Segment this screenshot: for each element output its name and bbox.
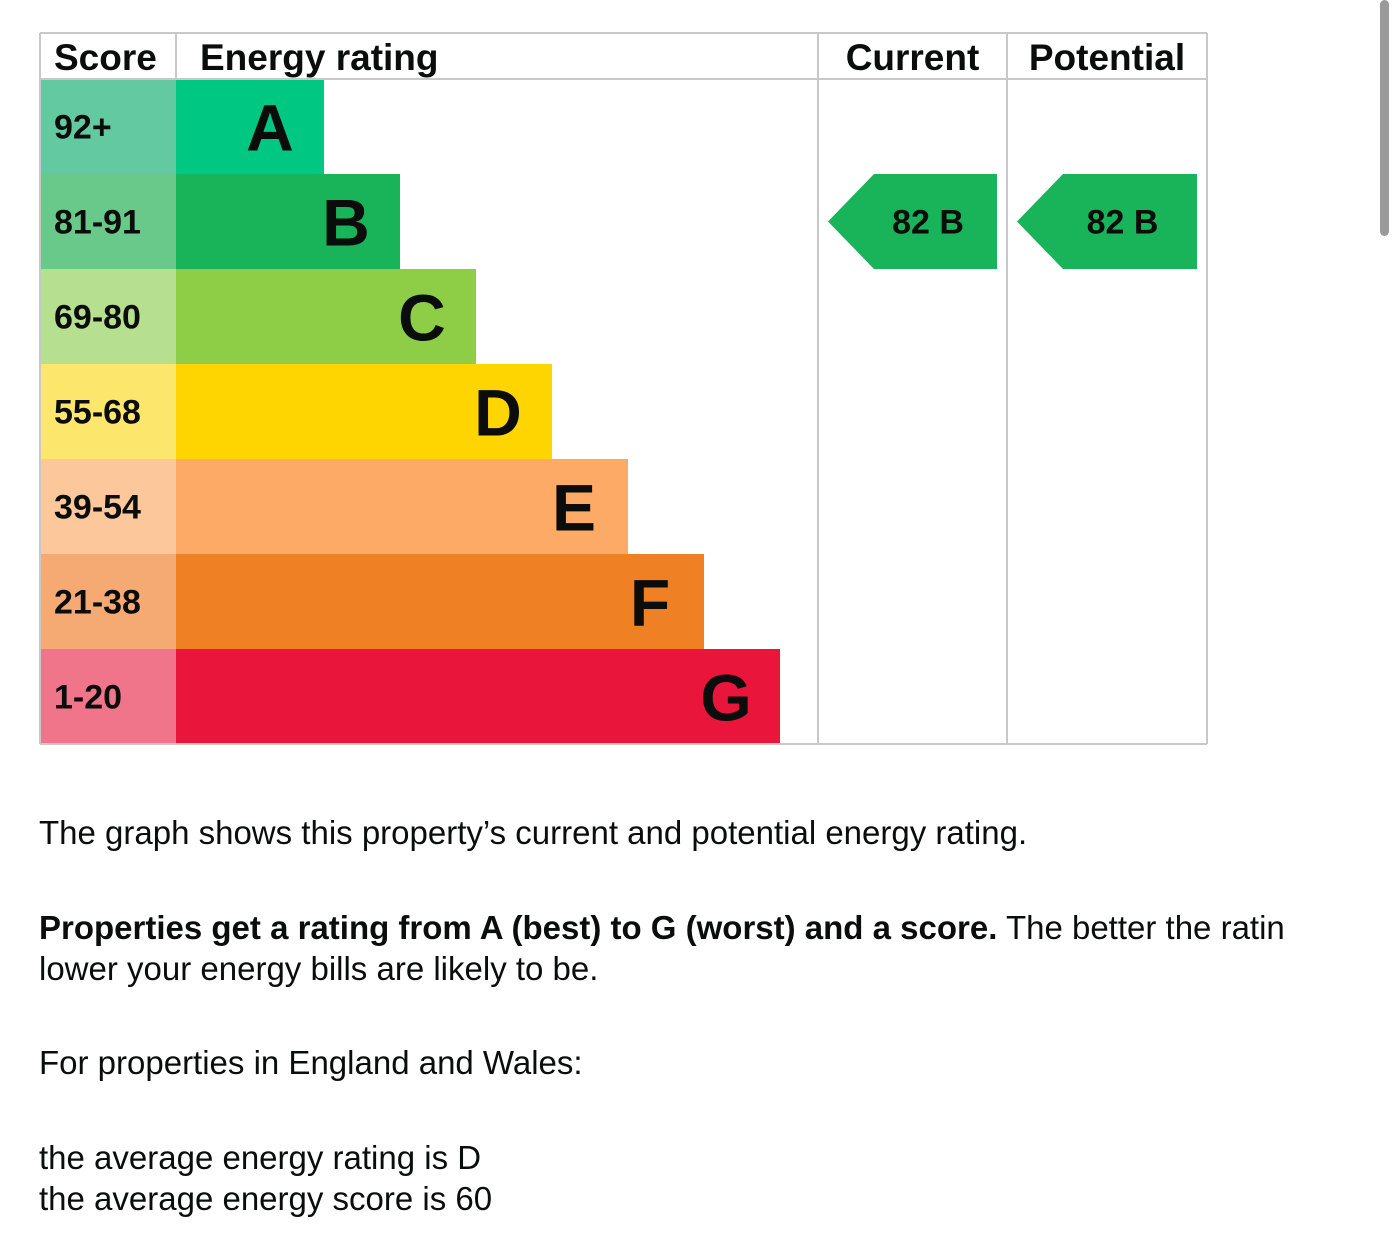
rating-bold-text: Properties get a rating from A (best) to…	[39, 909, 998, 946]
score-range-e: 39-54	[54, 489, 141, 527]
rating-bar-b	[176, 174, 400, 269]
current-rating-arrow	[828, 174, 997, 269]
potential-rating-label: 82 B	[1087, 204, 1159, 242]
region-paragraph: For properties in England and Wales:	[39, 1042, 583, 1083]
rating-bar-f	[176, 554, 704, 649]
intro-paragraph: The graph shows this property’s current …	[39, 812, 1027, 853]
rating-paragraph: Properties get a rating from A (best) to…	[39, 907, 1285, 989]
score-cell-g	[40, 649, 176, 744]
rating-bar-c	[176, 269, 476, 364]
score-cell-d	[40, 364, 176, 459]
rating-bar-d	[176, 364, 552, 459]
average-rating-text: the average energy rating is D	[39, 1139, 482, 1176]
score-range-a: 92+	[54, 109, 112, 147]
epc-chart: 92+ A 81-91 B 69-80 C 55-68 D 39-54 E 21-38 F 1-20 G S…	[39, 32, 1208, 745]
rating-letter-g: G	[700, 661, 751, 735]
score-cell-f	[40, 554, 176, 649]
score-range-d: 55-68	[54, 394, 141, 432]
rating-letter-b: B	[322, 186, 370, 260]
potential-rating-arrow	[1017, 174, 1197, 269]
rating-line-1: Properties get a rating from A (best) to…	[39, 907, 1285, 948]
score-range-b: 81-91	[54, 204, 141, 242]
vertical-scrollbar[interactable]	[1380, 0, 1389, 236]
rating-letter-f: F	[630, 566, 670, 640]
score-range-c: 69-80	[54, 299, 141, 337]
average-score-text: the average energy score is 60	[39, 1180, 493, 1217]
header-energy-rating: Energy rating	[200, 37, 439, 78]
rating-letter-d: D	[474, 376, 522, 450]
rating-line-2: lower your energy bills are likely to be…	[39, 950, 599, 987]
header-potential: Potential	[1029, 37, 1185, 78]
score-range-f: 21-38	[54, 584, 141, 622]
averages-paragraph: the average energy rating is D the avera…	[39, 1137, 492, 1219]
rating-letter-e: E	[552, 471, 596, 545]
rating-bar-g	[176, 649, 780, 744]
rating-bar-e	[176, 459, 628, 554]
rating-letter-c: C	[398, 281, 446, 355]
score-cell-b	[40, 174, 176, 269]
score-range-g: 1-20	[54, 679, 122, 717]
region-text: For properties in England and Wales:	[39, 1044, 583, 1081]
rating-bar-a	[176, 79, 324, 174]
current-rating-label: 82 B	[892, 204, 964, 242]
rating-rest-text: The better the ratin	[997, 909, 1285, 946]
score-cell-e	[40, 459, 176, 554]
intro-text: The graph shows this property’s current …	[39, 814, 1028, 851]
rating-letter-a: A	[246, 91, 294, 165]
score-cell-a	[40, 79, 176, 174]
header-score: Score	[54, 37, 157, 78]
header-current: Current	[846, 37, 980, 78]
score-cell-c	[40, 269, 176, 364]
